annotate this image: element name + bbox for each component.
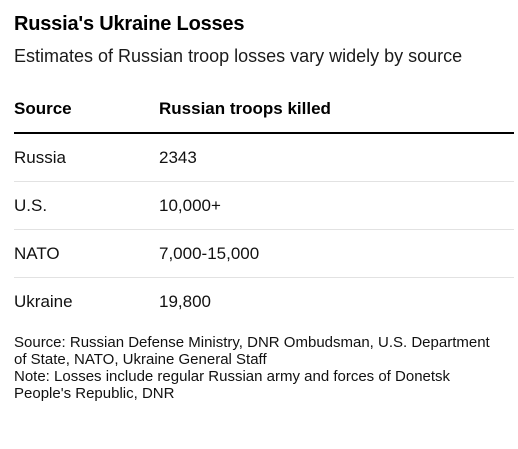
table-row: Ukraine 19,800 xyxy=(14,278,514,326)
footnote: Source: Russian Defense Ministry, DNR Om… xyxy=(14,334,504,402)
chart-subtitle: Estimates of Russian troop losses vary w… xyxy=(14,46,463,66)
cell-source: Russia xyxy=(14,133,159,182)
chart-container: Russia's Ukraine Losses Estimates of Rus… xyxy=(14,10,514,402)
column-header-source: Source xyxy=(14,98,159,134)
note: Note: Losses include regular Russian arm… xyxy=(14,368,451,402)
cell-source: NATO xyxy=(14,229,159,278)
column-header-killed: Russian troops killed xyxy=(159,98,514,134)
cell-killed: 2343 xyxy=(159,133,514,182)
chart-title: Russia's Ukraine Losses xyxy=(14,13,245,35)
cell-source: Ukraine xyxy=(14,291,73,311)
source-note: Source: Russian Defense Ministry, DNR Om… xyxy=(14,334,490,368)
table-row: NATO 7,000-15,000 xyxy=(14,229,514,278)
table-row: Russia 2343 xyxy=(14,133,514,182)
cell-source: U.S. xyxy=(14,181,159,230)
table-row: U.S. 10,000+ xyxy=(14,181,514,230)
cell-killed: 7,000-15,000 xyxy=(159,229,514,278)
losses-table: Source Russian troops killed Russia 2343… xyxy=(14,98,514,325)
table-header-row: Source Russian troops killed xyxy=(14,98,514,134)
cell-killed: 10,000+ xyxy=(159,181,514,230)
cell-killed: 19,800 xyxy=(159,291,211,311)
